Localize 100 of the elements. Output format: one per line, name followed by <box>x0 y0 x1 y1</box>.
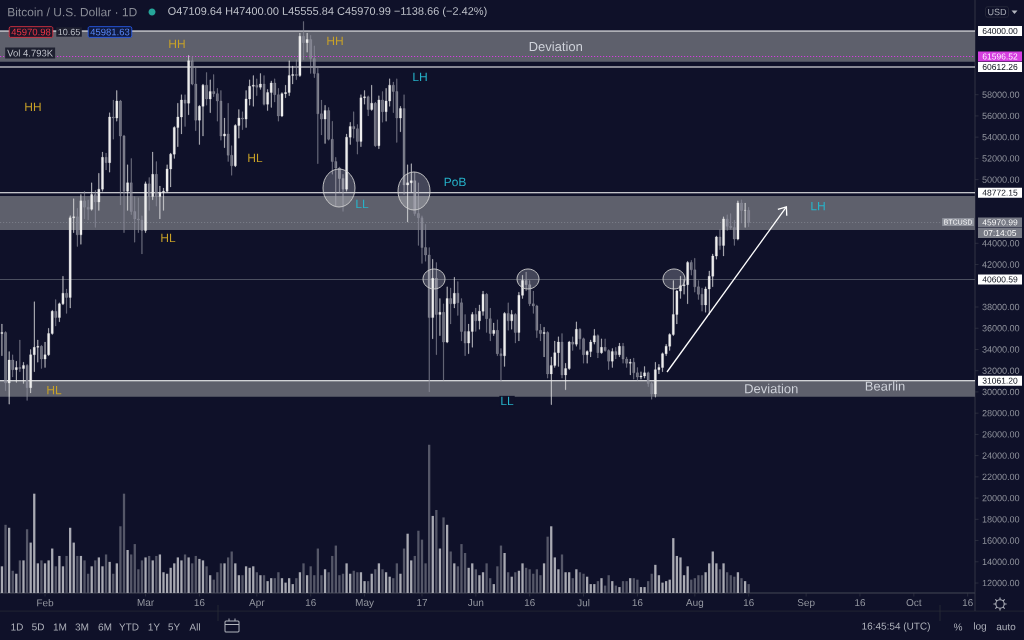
ref-line-label: 40600.59 <box>982 276 1018 283</box>
text: 07:14:05 <box>983 229 1017 236</box>
candlestick <box>643 366 646 379</box>
bar <box>618 587 621 593</box>
candlestick <box>323 105 327 144</box>
x-tick-label: Oct <box>906 599 922 607</box>
candlestick <box>83 191 86 220</box>
y-tick-label: 32000.00 <box>982 367 1020 374</box>
chart-title: Vol 4.793K <box>7 49 53 57</box>
annotation: LL <box>356 199 369 209</box>
bar <box>58 555 61 593</box>
text: auto <box>996 623 1016 631</box>
bar <box>747 584 750 593</box>
bar <box>575 569 578 593</box>
candlestick <box>187 55 190 116</box>
candlestick <box>126 164 129 211</box>
bar <box>460 544 463 593</box>
bar <box>589 584 592 593</box>
candlestick <box>370 84 373 111</box>
candlestick <box>600 338 603 354</box>
candlestick <box>402 94 406 195</box>
candlestick <box>0 323 4 356</box>
y-tick-label: 22000.00 <box>982 473 1020 481</box>
candlestick <box>628 358 632 376</box>
candlestick <box>542 327 546 358</box>
candlestick <box>79 194 83 245</box>
x-tick-label: Aug <box>685 599 704 608</box>
y-tick-label: 12000.00 <box>982 579 1020 587</box>
bar <box>187 557 190 593</box>
annotation: HL <box>248 153 263 163</box>
bar <box>478 575 481 593</box>
band-label: Deviation <box>529 41 582 52</box>
candlestick <box>621 342 625 364</box>
x-tick-label: May <box>355 599 374 608</box>
candlestick <box>618 342 621 358</box>
annotation: LH <box>413 72 427 82</box>
ref-line-label: 61596.52 <box>982 53 1018 60</box>
x-tick-label: 16 <box>305 599 316 607</box>
candlestick <box>722 216 725 257</box>
candlestick <box>115 90 119 122</box>
text: 3M <box>75 623 89 631</box>
y-tick-label: 50000.00 <box>982 176 1020 183</box>
candlestick <box>395 78 399 143</box>
candlestick <box>151 151 154 200</box>
candlestick <box>15 361 18 383</box>
y-tick-label: 54000.00 <box>982 133 1020 141</box>
bar <box>740 578 743 593</box>
candlestick <box>223 117 226 148</box>
candlestick <box>596 334 600 359</box>
y-tick-label: 36000.00 <box>982 325 1020 332</box>
candlestick <box>399 106 402 132</box>
candlestick <box>438 298 442 336</box>
text: All <box>189 623 200 631</box>
text: % <box>953 623 963 631</box>
text: 5D <box>32 623 44 631</box>
candlestick <box>557 336 560 367</box>
bar <box>198 558 201 593</box>
candlestick <box>736 200 740 241</box>
bar <box>564 572 567 593</box>
x-tick-label: 16 <box>524 599 535 607</box>
annotation: LL <box>501 396 514 406</box>
candlestick <box>654 362 657 398</box>
candlestick <box>686 261 689 304</box>
candlestick <box>287 60 291 96</box>
bar <box>4 524 7 593</box>
bar <box>643 587 646 593</box>
x-tick-label: Sep <box>797 599 815 609</box>
candlestick <box>144 181 147 233</box>
candlestick <box>11 354 14 378</box>
annotation: HH <box>169 39 185 49</box>
candlestick <box>611 348 614 368</box>
candlestick <box>22 362 25 384</box>
x-tick-label: 16 <box>632 599 643 607</box>
text: 1M <box>53 623 67 631</box>
ref-line-label: 31061.20 <box>982 377 1018 384</box>
candlestick <box>571 336 574 351</box>
candlestick <box>449 287 452 325</box>
annotation: HH <box>25 102 41 112</box>
candlestick <box>255 78 259 96</box>
x-tick-label: Feb <box>37 599 54 607</box>
bar <box>442 517 445 593</box>
candlestick <box>374 101 377 147</box>
bar <box>302 563 305 593</box>
bar <box>417 530 420 593</box>
candlestick <box>309 35 312 74</box>
y-tick-label: 56000.00 <box>982 112 1020 120</box>
candlestick <box>18 339 22 372</box>
bar <box>223 563 226 593</box>
candlestick <box>269 80 273 108</box>
bar <box>83 560 86 593</box>
bar <box>546 536 549 593</box>
candlestick <box>614 347 618 360</box>
candlestick <box>725 214 729 231</box>
candlestick <box>377 95 381 149</box>
y-tick-label: 26000.00 <box>982 431 1020 438</box>
bar <box>722 563 725 593</box>
annotation: HL <box>47 385 62 395</box>
bar <box>144 557 147 593</box>
candlestick <box>155 161 158 207</box>
bar <box>399 573 402 593</box>
